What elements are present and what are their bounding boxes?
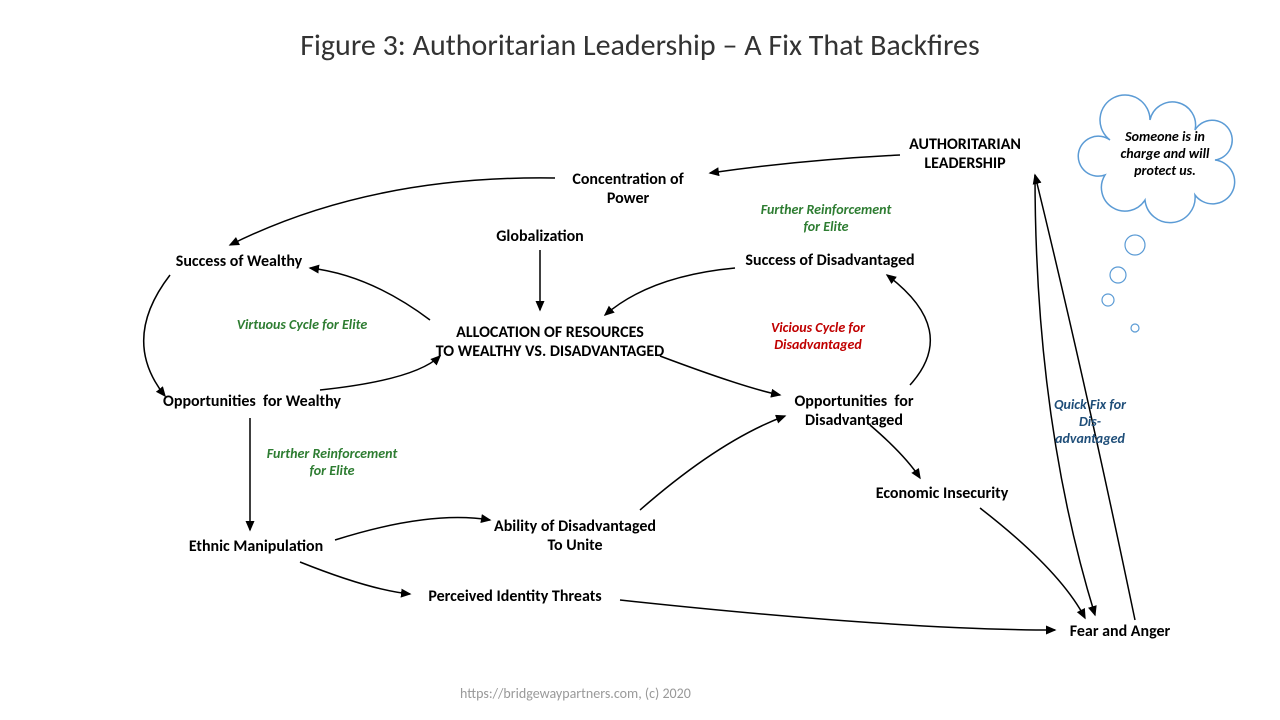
thought-trail-3 (1131, 324, 1139, 332)
node-succW: Success of Wealthy (89, 252, 389, 271)
label-virtuous: Virtuous Cycle for Elite (182, 317, 422, 334)
label-vicious: Vicious Cycle for Disadvantaged (698, 320, 938, 354)
edge-15 (980, 508, 1085, 618)
node-threats: Perceived Identity Threats (365, 587, 665, 606)
edge-6 (660, 356, 780, 395)
edge-14 (870, 425, 920, 478)
node-glob: Globalization (390, 227, 690, 246)
node-ability: Ability of Disadvantaged To Unite (425, 517, 725, 555)
edge-5 (310, 268, 430, 320)
node-oppW: Opportunities for Wealthy (102, 392, 402, 411)
node-oppD: Opportunities for Disadvantaged (704, 392, 1004, 430)
node-alloc: ALLOCATION OF RESOURCES TO WEALTHY VS. D… (400, 323, 700, 361)
footer-credit: https://bridgewaypartners.com, (c) 2020 (460, 685, 691, 702)
edge-3 (144, 275, 170, 396)
figure-title: Figure 3: Authoritarian Leadership – A F… (0, 28, 1280, 64)
node-econ: Economic Insecurity (792, 484, 1092, 503)
node-fear: Fear and Anger (970, 622, 1270, 641)
node-auth: AUTHORITARIAN LEADERSHIP (815, 135, 1115, 173)
thought-trail-2 (1102, 294, 1114, 306)
thought-trail-0 (1125, 235, 1145, 255)
node-succD: Success of Disadvantaged (680, 251, 980, 270)
edge-8 (605, 268, 735, 315)
label-further1: Further Reinforcement for Elite (706, 202, 946, 236)
label-further2: Further Reinforcement for Elite (212, 446, 452, 480)
node-ethnic: Ethnic Manipulation (106, 537, 406, 556)
edge-16 (1035, 175, 1095, 615)
thought-bubble-text: Someone is in charge and will protect us… (1105, 129, 1225, 179)
thought-trail-1 (1110, 267, 1126, 283)
label-quick: Quick Fix for Dis- advantaged (970, 397, 1210, 447)
